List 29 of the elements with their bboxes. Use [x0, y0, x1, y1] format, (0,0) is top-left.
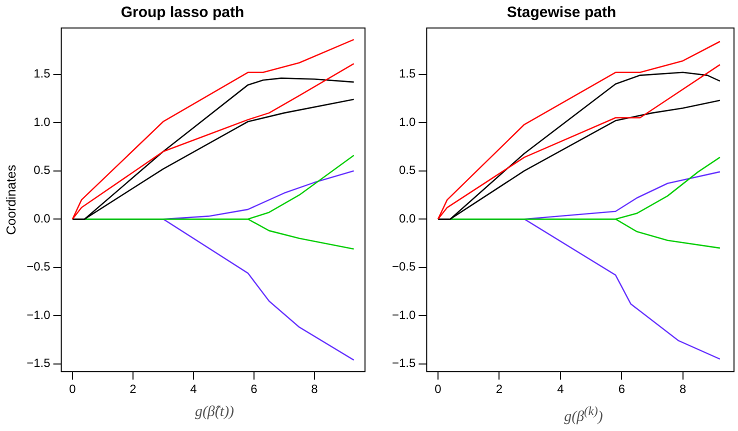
x-tick-label: 2 — [496, 382, 503, 396]
x-axis-title: g(β̂(t)) — [194, 404, 236, 421]
x-tick-label: 0 — [434, 382, 442, 396]
y-tick-label: 0.0 — [399, 211, 416, 226]
y-tick-label: −0.5 — [392, 260, 416, 274]
chart-title: Stagewise path — [506, 4, 616, 22]
y-tick-label: 1.0 — [34, 114, 51, 129]
y-tick-label: 0.5 — [34, 163, 51, 178]
x-axis-title: g(β$^{(k)}$) — [563, 404, 604, 426]
x-tick-label: 4 — [190, 382, 198, 396]
x-tick-label: 6 — [618, 382, 626, 396]
y-tick-label: 1.5 — [34, 66, 51, 81]
x-tick-label: 8 — [311, 382, 318, 396]
y-tick-label: −1.5 — [26, 356, 51, 370]
y-tick-label: −1.5 — [392, 356, 416, 370]
x-tick-label: 8 — [680, 382, 687, 396]
y-tick-label: 0.0 — [34, 211, 51, 226]
y-tick-label: −1.0 — [26, 308, 51, 322]
y-tick-label: 1.5 — [399, 66, 416, 81]
y-tick-label: −0.5 — [26, 260, 51, 274]
y-tick-label: −1.0 — [392, 308, 416, 322]
chart-title: Group lasso path — [120, 4, 244, 22]
y-tick-label: 1.0 — [399, 114, 416, 129]
x-tick-label: 0 — [69, 382, 76, 396]
x-tick-label: 4 — [557, 382, 564, 396]
y-tick-label: 0.5 — [399, 163, 416, 178]
y-axis-title: Coordinates — [3, 164, 18, 235]
x-tick-label: 2 — [130, 382, 137, 396]
x-tick-label: 6 — [250, 382, 258, 396]
